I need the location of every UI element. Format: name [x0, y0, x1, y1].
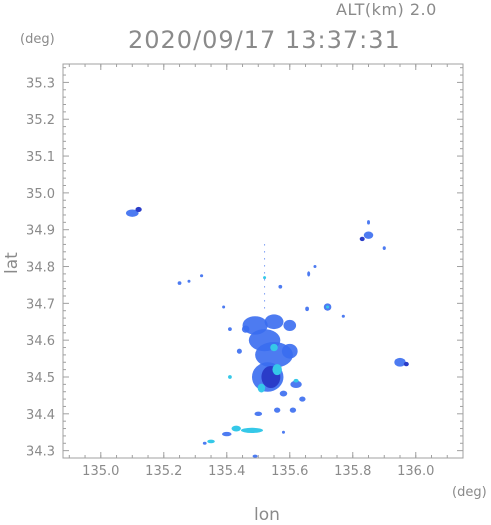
echo-cell: [359, 236, 365, 242]
altitude-label: ALT(km) 2.0: [336, 0, 437, 19]
echo-cell: [299, 396, 306, 402]
y-tick-label: 34.7: [26, 297, 55, 312]
y-tick-label: 34.9: [26, 224, 55, 239]
x-unit-label: (deg): [452, 485, 487, 500]
echo-cell: [278, 284, 283, 289]
echo-cell: [231, 425, 241, 432]
echo-cell: [125, 209, 139, 217]
y-tick-label: 34.6: [26, 334, 55, 349]
x-tick-label: 135.0: [82, 464, 119, 479]
timestamp-title: 2020/09/17 13:37:31: [128, 26, 401, 54]
echo-cell: [257, 383, 266, 393]
echo-cell: [367, 220, 371, 225]
echo-cell: [222, 305, 226, 309]
echo-cell: [283, 319, 297, 331]
echo-cell: [187, 279, 191, 283]
echo-cell: [281, 343, 298, 359]
y-tick-label: 35.3: [26, 76, 55, 91]
y-tick-label: 34.4: [26, 408, 55, 423]
echo-cell: [228, 375, 232, 379]
echo-cell: [200, 274, 204, 278]
echo-cell: [305, 306, 309, 312]
echo-cell: [207, 439, 215, 444]
x-tick-label: 136.0: [397, 464, 434, 479]
echo-cell: [263, 276, 267, 280]
echo-cell: [274, 407, 281, 413]
echo-cell: [202, 441, 207, 445]
echo-cell: [307, 271, 311, 277]
x-tick-label: 135.4: [208, 464, 245, 479]
echo-cell: [341, 314, 345, 318]
echo-cell: [264, 314, 284, 330]
y-tick-label: 35.1: [26, 150, 55, 165]
echo-cell: [222, 431, 232, 437]
echo-cell: [177, 281, 182, 285]
echo-cell: [403, 361, 409, 367]
echo-cell: [281, 430, 285, 434]
tick-layer: 34.3 34.4 34.5 34.6 34.7 34.8 34.9 35.0 35.1 35.2…: [26, 64, 463, 479]
echo-cell: [313, 265, 317, 269]
y-tick-label: 34.5: [26, 371, 55, 386]
x-axis-label: lon: [254, 505, 280, 525]
echo-cell: [382, 246, 386, 250]
echo-cell: [135, 206, 142, 213]
echo-cell: [290, 380, 302, 389]
echo-cell: [236, 348, 242, 354]
echo-cell: [394, 357, 406, 367]
x-tick-label: 135.2: [145, 464, 182, 479]
echo-cell: [240, 427, 263, 433]
plot-frame: [62, 63, 464, 459]
echo-layer: [125, 206, 409, 458]
x-tick-label: 135.8: [334, 464, 371, 479]
echo-cell: [241, 325, 250, 333]
echo-cell: [270, 343, 278, 352]
echo-cell: [289, 407, 297, 413]
y-unit-label: (deg): [20, 32, 55, 47]
echo-cell: [252, 454, 258, 458]
y-tick-label: 35.2: [26, 113, 55, 128]
echo-cell: [325, 305, 330, 309]
y-tick-label: 35.0: [26, 187, 55, 202]
echo-cell: [279, 390, 288, 397]
echo-cell: [293, 378, 299, 383]
y-tick-label: 34.3: [26, 445, 55, 460]
echo-cell: [254, 411, 263, 417]
echo-cell: [363, 231, 374, 239]
y-tick-label: 34.8: [26, 261, 55, 276]
x-tick-label: 135.6: [271, 464, 308, 479]
echo-cell: [228, 327, 232, 331]
echo-cell: [272, 364, 282, 376]
